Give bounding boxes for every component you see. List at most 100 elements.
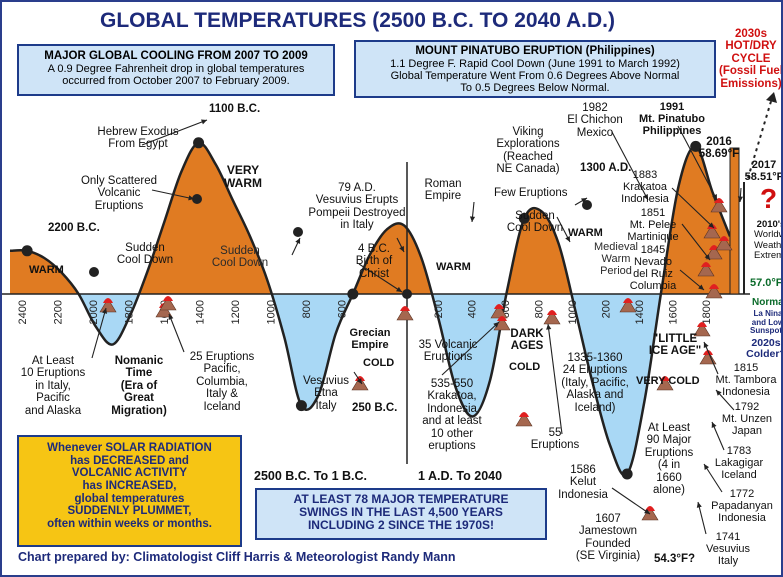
ruiz-line4: Columbia [629, 279, 677, 292]
vesuvius1741-line2: Vesuvius [705, 542, 751, 555]
cooling-info-box: MAJOR GLOBAL COOLING FROM 2007 TO 2009 A… [17, 44, 335, 96]
krakatoa535-line1: 535-550 [430, 378, 474, 390]
pelee-line1: 1851 [640, 207, 666, 219]
tambora-line1: 1815 [733, 362, 759, 374]
nomanic-line1: Nomanic [114, 355, 164, 367]
christ-marker [402, 289, 412, 299]
lava-plume-icon [697, 322, 707, 327]
twentyfive-line5: Iceland [203, 400, 241, 413]
label-viking: Viking Explorations (Reached NE Canada) [488, 126, 568, 176]
annotation-arrow [151, 189, 195, 200]
label-tambora: 1815 Mt. Tambora Indonesia [706, 362, 781, 399]
etna-line1: Vesuvius [302, 375, 350, 387]
label-thirtyfive: 35 Volcanic Eruptions [410, 339, 486, 364]
kelut-line2: Kelut [569, 476, 597, 489]
jamestown-line2: Jamestown [578, 525, 638, 538]
label-unzen: 1792 Mt. Unzen Japan [714, 401, 780, 438]
solar-line7: often within weeks or months. [47, 517, 212, 530]
pinatubo-box-title: MOUNT PINATUBO ERUPTION (Philippines) [415, 45, 655, 57]
lanina-line2: and Low [751, 317, 783, 327]
sudden3-line1: Sudden [515, 210, 555, 222]
pinatubo-info-box: MOUNT PINATUBO ERUPTION (Philippines) 1.… [354, 40, 716, 98]
annotation-arrowhead [356, 378, 362, 384]
label-fiftyfive: 55 Eruptions [522, 427, 588, 452]
volcano-icon [515, 415, 533, 427]
viking-line3: (Reached [503, 150, 553, 163]
medieval-line3: Period [600, 264, 632, 277]
dark-line1: DARK [510, 328, 544, 340]
pinatubo-box-line1: 1.1 Degree F. Rapid Cool Down (June 1991… [390, 57, 680, 70]
lava-plume-icon [709, 284, 719, 289]
chart-title: GLOBAL TEMPERATURES (2500 B.C. TO 2040 A… [100, 9, 615, 32]
ad-tick-label: 1600 [668, 300, 680, 324]
lava-plume-icon [497, 316, 507, 321]
lava-plume-icon [400, 306, 410, 311]
annotation-arrowhead [703, 342, 709, 348]
lava-plume-icon [660, 376, 670, 381]
modern-warm-spike [729, 147, 740, 295]
lanina-label: La Nina and Low Sunspots [750, 309, 783, 336]
label-laki: 1783 Lakagigar Iceland [706, 445, 772, 482]
tambora-line3: Indonesia [722, 385, 770, 398]
annotation-arrow [141, 119, 208, 146]
label-2200bc: 2200 B.C. [48, 222, 100, 234]
grecian-line1: Grecian [349, 327, 391, 339]
annotation-arrowhead [708, 222, 714, 228]
c1335-line5: Iceland) [574, 401, 616, 414]
vesuvius79-line1: 79 A.D. [338, 182, 376, 194]
peak-marker-1 [193, 137, 205, 149]
bc-tick-label: 600 [337, 300, 349, 318]
peak-marker-0 [21, 245, 33, 257]
christ-line3: Christ [358, 267, 390, 280]
worldwide-line2: Worldwide [754, 229, 781, 241]
laki-line2: Lakagigar [714, 456, 764, 469]
ninety-line5: 1660 [656, 471, 682, 484]
era-ad-label: 1 A.D. To 2040 [418, 469, 503, 483]
annotation-arrowhead [102, 308, 108, 314]
label-grecian: Grecian Empire [344, 327, 396, 352]
vesuvius79-line2: Vesuvius Erupts [315, 194, 399, 207]
label-nomanic: Nomanic Time (Era of Great Migration) [102, 355, 176, 417]
krakatoa535-line3: Indonesia [427, 402, 477, 415]
christ-line1: 4 B.C. [358, 243, 390, 255]
lava-plume-icon [701, 262, 711, 267]
medieval-line2: Warm [601, 252, 631, 265]
ruiz-line2: Nevado [634, 255, 672, 268]
normal-temp-label: 57.0°F [750, 277, 783, 289]
volcano-icon [396, 309, 414, 321]
label-sudden1: Sudden Cool Down [115, 242, 175, 267]
twentyfive-line1: 25 Eruptions [189, 351, 255, 363]
annotation-arrowhead [469, 216, 476, 222]
label-warm2: WARM [436, 261, 471, 273]
hotdry-line1: 2030s [735, 28, 767, 40]
era-bc-label: 2500 B.C. To 1 B.C. [254, 469, 367, 483]
annotation-arrow [703, 463, 723, 493]
y2016-line1: 2016 [706, 136, 732, 148]
chichon-line2: El Chichon [567, 114, 623, 127]
label-2017: 2017 58.51°F [742, 159, 781, 184]
ad-tick-label: 1800 [701, 300, 713, 324]
cooldown-marker-2 [293, 227, 303, 237]
c1335-line3: (Italy, Pacific, [561, 376, 629, 389]
worldwide-line1: 2010's [756, 219, 783, 230]
lanina-line1: La Nina [753, 309, 783, 318]
annotation-arrowhead [712, 194, 717, 200]
viking-line2: Explorations [496, 138, 560, 151]
credit-line: Chart prepared by: Climatologist Cliff H… [18, 550, 456, 564]
jamestown-line1: 1607 [595, 513, 621, 525]
c1335-line2: 24 Eruptions [562, 364, 628, 377]
swings-line1: AT LEAST 78 MAJOR TEMPERATURE [293, 492, 509, 506]
c1335-line1: 1335-1360 [567, 352, 623, 364]
bc-tick-label: 2000 [88, 300, 100, 324]
krakatoa535-line4: and at least [422, 415, 482, 428]
annotation-arrowhead [716, 390, 722, 396]
peak-marker-2 [295, 400, 307, 412]
nomanic-line5: Migration) [111, 404, 167, 417]
annotation-arrowhead [698, 284, 704, 290]
twentyfive-line4: Italy & [206, 388, 238, 401]
dark-line2: AGES [510, 340, 544, 353]
normal-label: Normal [752, 297, 781, 308]
label-little-ice-age: "LITTLE ICE AGE" [642, 333, 708, 358]
grecian-line2: Empire [351, 338, 389, 351]
